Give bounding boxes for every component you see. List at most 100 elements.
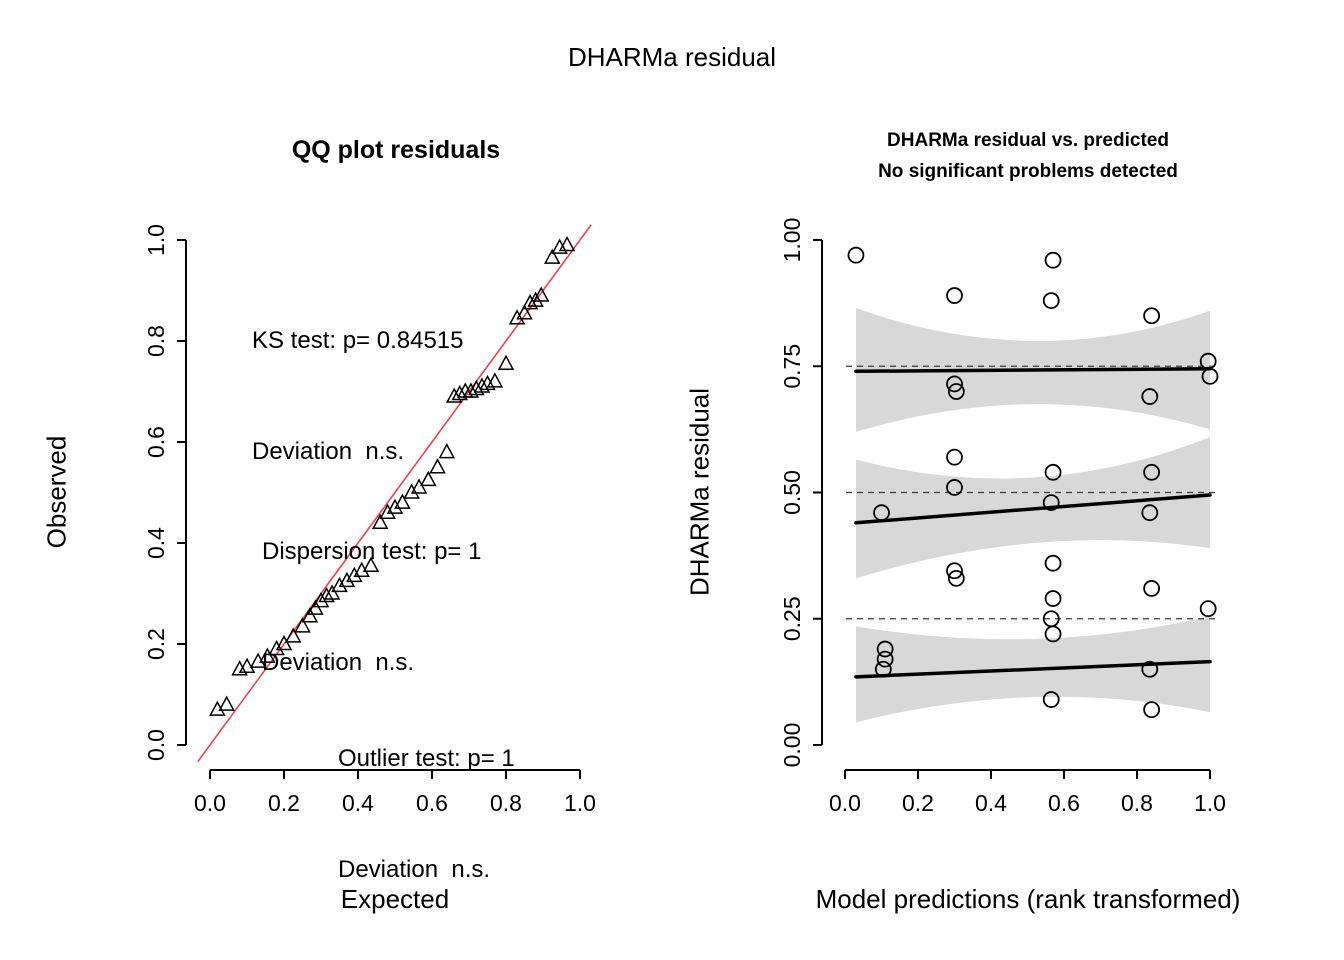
y-tick-label: 0.0 [143,729,169,761]
outlier-test-deviation-text: Deviation n.s. [338,856,491,883]
residual-point [876,640,894,658]
residual-point [1044,463,1062,481]
qq-point-triangle [403,483,420,499]
qq-point-triangle [294,617,311,633]
qq-panel-title: QQ plot residuals [291,136,501,164]
y-tick-label: 0.75 [779,344,805,389]
qq-point-triangle [231,660,248,676]
qq-point-triangle [301,607,319,623]
residual-point [847,246,865,264]
x-tick-label: 0.4 [342,790,374,816]
qq-point-triangle [473,377,491,393]
qq-x-axis-label: Expected [340,884,450,914]
residual-point [946,562,963,580]
qq-point-triangle [468,379,485,396]
residual-point [1201,367,1219,385]
residual-point [946,448,963,466]
qq-point-triangle [497,354,515,370]
y-tick-label: 1.0 [143,224,169,256]
resid-x-axis-label: Model predictions (rank transformed) [815,884,1241,914]
resid-panel-title-line-1: DHARMa residual vs. predicted [887,130,1169,151]
qq-point-triangle [558,235,576,252]
residual-point [1042,691,1060,708]
qq-point-triangle [218,695,235,711]
y-tick-label: 0.2 [143,628,169,660]
figure-title: DHARMa residual [567,42,777,72]
x-tick-label: 1.0 [1194,790,1226,816]
residual-point [946,479,963,496]
residual-point [1044,590,1062,607]
qq-point-triangle [307,599,324,615]
qq-point-triangle [551,238,568,254]
qq-point-triangle [346,566,363,583]
qq-point-triangle [362,556,380,572]
outlier-test-annotation: Outlier test: p= 1 Deviation n.s. [338,666,515,960]
x-tick-label: 0.2 [902,790,934,816]
qq-point-triangle [521,294,539,310]
qq-point-triangle [486,372,504,388]
qq-point-triangle [532,286,550,302]
x-tick-label: 0.0 [194,790,226,816]
qq-y-axis-label: Observed [41,435,72,549]
residual-point [947,569,965,587]
qq-point-triangle [479,374,496,391]
x-tick-label: 0.2 [268,790,300,816]
qq-point-triangle [284,627,302,643]
qq-point-triangle [331,576,348,593]
qq-point-triangle [275,634,293,651]
residual-point [1141,388,1159,405]
residual-point [947,383,965,400]
qq-point-triangle [543,248,561,264]
qq-point-triangle [259,647,276,663]
x-tick-label: 0.0 [829,790,861,816]
qq-point-triangle [312,591,330,608]
residual-point [1044,554,1062,572]
x-tick-label: 0.6 [416,790,448,816]
ks-test-deviation-text: Deviation n.s. [252,438,405,465]
resid-panel-title-line-2: No significant problems detected [878,161,1178,182]
quantile-regression-line [854,367,1212,374]
qq-reference-line [197,224,592,763]
y-tick-label: 0.00 [779,723,805,768]
y-tick-label: 0.6 [143,426,169,458]
y-tick-label: 0.25 [779,596,805,641]
residual-point [1044,251,1062,269]
outlier-test-result-text: Outlier test: p= 1 [338,745,515,772]
residual-point [1199,600,1217,618]
qq-point-triangle [379,503,396,519]
residual-point [1141,504,1159,522]
residual-point [1143,580,1160,597]
y-tick-label: 0.50 [779,470,805,515]
residual-point [1143,701,1160,719]
residual-point [946,375,963,393]
resid-y-axis-label: DHARMa residual [684,387,715,597]
dispersion-test-result-text: Dispersion test: p= 1 [262,538,482,565]
qq-point-triangle [527,291,544,307]
dispersion-test-annotation: Dispersion test: p= 1 Deviation n.s. [262,459,481,755]
quantile-regression-line [854,659,1212,679]
ks-test-annotation: KS test: p= 0.84515 Deviation n.s. [252,248,464,544]
residual-point [946,287,963,304]
qq-point-triangle [451,384,469,401]
qq-point-triangle [318,586,335,603]
qq-point-triangle [445,387,463,403]
ks-test-result-text: KS test: p= 0.84515 [252,327,464,354]
qq-point-triangle [338,571,356,588]
qq-point-triangle [429,458,446,474]
dispersion-test-deviation-text: Deviation n.s. [262,649,415,676]
residual-point [1044,625,1062,643]
y-tick-label: 0.4 [143,527,169,559]
qq-point-triangle [420,470,437,487]
quantile-regression-line [854,493,1212,525]
residual-point [1141,660,1159,678]
residual-point [873,504,890,522]
qq-point-triangle [394,493,411,509]
y-tick-label: 0.8 [143,325,169,357]
x-tick-label: 0.8 [1121,790,1153,816]
x-tick-label: 0.8 [490,790,522,816]
qq-point-triangle [438,443,456,459]
x-tick-label: 1.0 [564,790,596,816]
residual-point [1042,292,1060,310]
